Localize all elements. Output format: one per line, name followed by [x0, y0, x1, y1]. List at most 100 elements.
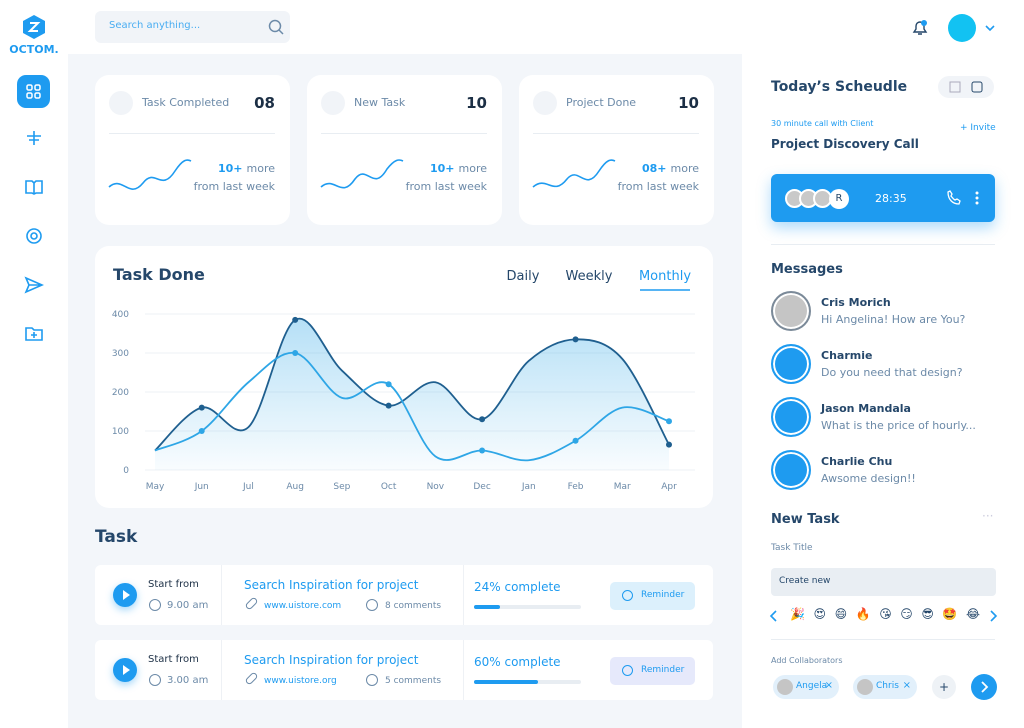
- emoji[interactable]: 😄: [834, 607, 848, 621]
- emoji-next[interactable]: [987, 609, 999, 623]
- x-tick-label: Jan: [521, 482, 536, 492]
- emoji[interactable]: 😂: [965, 607, 980, 621]
- task-comments: 8 comments: [385, 601, 442, 611]
- data-point: [385, 402, 392, 409]
- message-name: Cris Morich: [821, 296, 891, 309]
- stat-title: Task Completed: [142, 96, 230, 109]
- stat-icon: [109, 91, 133, 115]
- y-tick-label: 400: [112, 310, 129, 320]
- sparkline: [532, 159, 616, 188]
- task-title: Search Inspiration for project: [244, 578, 419, 592]
- nav-settings[interactable]: [24, 226, 44, 246]
- nav-dashboard[interactable]: [17, 75, 50, 108]
- start-label: Start from: [148, 654, 199, 665]
- invite-link[interactable]: + Invite: [960, 123, 996, 133]
- stat-note: from last week: [617, 180, 699, 193]
- divider: [463, 640, 464, 700]
- chip-remove[interactable]: ×: [824, 680, 833, 691]
- nav-send[interactable]: [24, 275, 44, 295]
- chart-tab[interactable]: Weekly: [566, 269, 613, 284]
- chip-name: Angela: [796, 681, 828, 691]
- emoji[interactable]: 😎: [921, 607, 934, 621]
- submit-button[interactable]: [971, 674, 997, 700]
- data-point: [479, 416, 486, 423]
- progress-bar: [474, 680, 539, 684]
- chip-remove[interactable]: ×: [902, 680, 911, 691]
- stat-delta: 10+ more: [430, 162, 487, 175]
- data-point: [572, 336, 579, 343]
- stat-title: New Task: [354, 96, 406, 109]
- emoji-prev[interactable]: [768, 609, 780, 623]
- nav-folder[interactable]: [24, 324, 44, 344]
- x-tick-label: Apr: [661, 482, 677, 492]
- clock-icon: [149, 674, 161, 686]
- user-menu-chevron[interactable]: [984, 22, 996, 34]
- search-placeholder: Search anything...: [109, 20, 201, 31]
- message-text: Awsome design!!: [821, 472, 916, 485]
- reminder-label: Reminder: [641, 665, 685, 675]
- logo-icon: [23, 15, 45, 39]
- emoji[interactable]: 😏: [900, 607, 913, 621]
- emoji[interactable]: 🎉: [790, 607, 805, 621]
- collab-label: Add Collaborators: [771, 656, 843, 665]
- call-card: R 28:35: [771, 174, 995, 222]
- chart-tab[interactable]: Monthly: [639, 269, 691, 284]
- sparkline: [320, 159, 404, 189]
- message-avatar[interactable]: [771, 291, 811, 331]
- stat-divider: [321, 133, 487, 134]
- add-collaborator[interactable]: +: [932, 675, 956, 699]
- stat-delta: 10+ more: [218, 162, 275, 175]
- view-toggle[interactable]: [938, 76, 994, 98]
- data-point: [292, 350, 299, 356]
- message-name: Charlie Chu: [821, 455, 893, 468]
- tasks-title: Task: [95, 527, 138, 547]
- collaborator-chip[interactable]: Chris ×: [853, 675, 917, 699]
- avatar-initial: R: [829, 189, 849, 209]
- reminder-button[interactable]: Reminder: [610, 657, 695, 685]
- progress-bar: [474, 605, 500, 609]
- chip-avatar: [857, 679, 873, 695]
- notification-bell[interactable]: [910, 18, 930, 38]
- divider: [221, 565, 222, 625]
- emoji[interactable]: 🔥: [855, 607, 871, 621]
- progress-label: 24% complete: [474, 580, 561, 594]
- stat-card: New Task 10 10+ more from last week: [307, 75, 502, 225]
- data-point: [198, 428, 205, 434]
- x-tick-label: Dec: [473, 482, 490, 492]
- data-point: [479, 447, 486, 454]
- play-button[interactable]: [113, 583, 137, 607]
- reminder-icon: [622, 590, 633, 601]
- brand: OCTOM.: [9, 43, 59, 56]
- x-tick-label: Jul: [242, 482, 254, 492]
- reminder-button[interactable]: Reminder: [610, 582, 695, 610]
- divider: [463, 565, 464, 625]
- message-avatar[interactable]: [771, 397, 811, 437]
- user-avatar[interactable]: [948, 14, 976, 42]
- emoji[interactable]: 😘: [879, 607, 892, 621]
- emoji[interactable]: 🤩: [942, 607, 958, 621]
- message-avatar[interactable]: [771, 450, 811, 490]
- chart-title: Task Done: [113, 265, 205, 284]
- data-point: [198, 404, 205, 411]
- message-avatar[interactable]: [771, 344, 811, 384]
- data-point: [666, 441, 672, 448]
- task-link[interactable]: www.uistore.org: [264, 676, 337, 686]
- play-button[interactable]: [113, 658, 137, 682]
- data-point: [385, 381, 392, 388]
- messages-title: Messages: [771, 262, 843, 277]
- emoji[interactable]: 😍: [813, 607, 827, 621]
- search-box[interactable]: Search anything...: [95, 11, 290, 43]
- call-actions[interactable]: [945, 189, 985, 207]
- nav-docs[interactable]: [24, 177, 44, 197]
- chart-tab[interactable]: Daily: [507, 269, 540, 284]
- stat-count: 10: [466, 94, 487, 112]
- task-input-text: Create new: [779, 576, 831, 586]
- link-icon: [244, 671, 259, 686]
- start-time: 9.00 am: [167, 600, 209, 611]
- task-link[interactable]: www.uistore.com: [264, 601, 342, 611]
- series-line: [154, 317, 670, 452]
- task-input[interactable]: Create new: [771, 568, 996, 596]
- collaborator-chip[interactable]: Angela ×: [773, 675, 839, 699]
- message-text: What is the price of hourly...: [821, 419, 976, 432]
- nav-tasks[interactable]: [24, 128, 44, 148]
